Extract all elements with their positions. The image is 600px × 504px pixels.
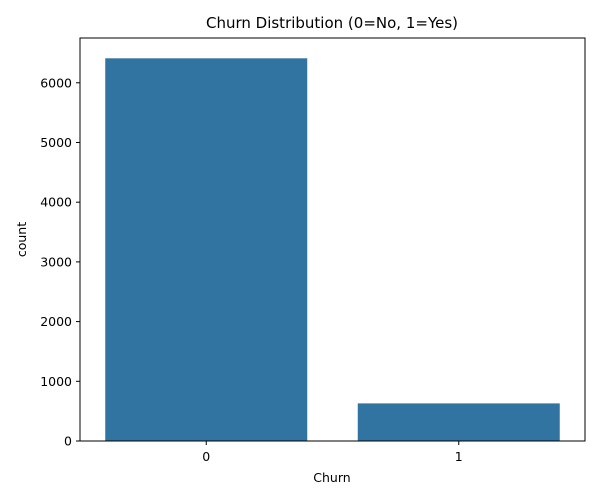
y-tick-label-4000: 4000 — [40, 195, 72, 210]
x-tick-label-1: 1 — [455, 449, 463, 464]
bar-0 — [105, 58, 308, 442]
y-tick-label-3000: 3000 — [40, 254, 72, 269]
y-tick-label-1000: 1000 — [40, 374, 72, 389]
chart-title: Churn Distribution (0=No, 1=Yes) — [206, 14, 458, 32]
x-tick-label-0: 0 — [202, 449, 210, 464]
y-tick-label-2000: 2000 — [40, 314, 72, 329]
y-axis-label: count — [14, 222, 29, 257]
plot-frame — [79, 37, 586, 442]
bar-1 — [357, 403, 560, 441]
x-axis-label: Churn — [313, 470, 350, 485]
y-tick-label-5000: 5000 — [40, 135, 72, 150]
bars-layer — [105, 58, 560, 442]
y-tick-label-6000: 6000 — [40, 75, 72, 90]
y-axis: 0 1000 2000 3000 4000 5000 6000 — [40, 75, 80, 449]
y-tick-label-0: 0 — [64, 434, 72, 449]
